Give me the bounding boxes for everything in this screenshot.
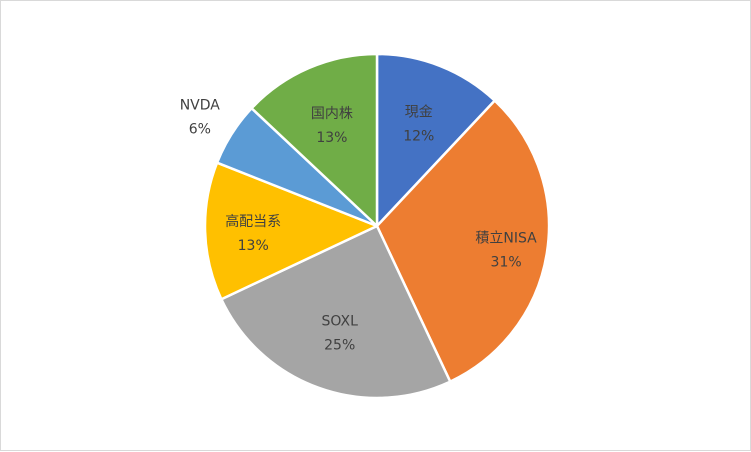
pie-slice	[220, 224, 452, 400]
pie-slice	[203, 161, 379, 301]
slice-label: NVDA	[180, 98, 221, 114]
slice-percentage-label: 13%	[316, 130, 347, 146]
slice-label: SOXL	[321, 314, 358, 330]
slice-percentage-label: 13%	[238, 238, 269, 254]
pie-slice	[375, 52, 496, 228]
slice-percentage-label: 12%	[403, 129, 434, 145]
slice-label: 国内株	[311, 106, 353, 122]
slice-percentage-label: 25%	[324, 338, 355, 354]
slice-percentage-label: 31%	[491, 254, 522, 270]
pie-slice	[375, 99, 551, 383]
slice-percentage-label: 6%	[189, 122, 211, 138]
slice-label: 積立NISA	[475, 230, 537, 246]
pie-slice	[250, 52, 379, 228]
slice-label: 現金	[405, 105, 433, 121]
slice-label: 高配当系	[225, 213, 281, 230]
